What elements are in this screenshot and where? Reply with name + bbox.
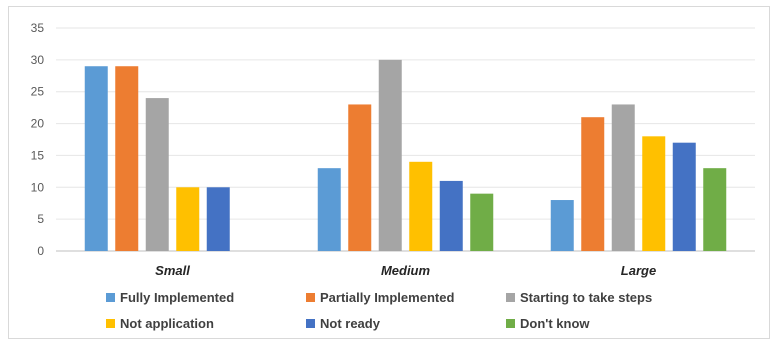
y-axis-ticks: 0 5 10 15 20 25 30 35 — [31, 21, 45, 258]
legend-label: Partially Implemented — [320, 290, 454, 305]
legend-label: Not application — [120, 316, 214, 331]
y-tick-label: 5 — [37, 212, 44, 226]
bar-fully-implemented-small — [84, 66, 108, 251]
legend: Fully Implemented Partially Implemented St… — [106, 290, 652, 331]
y-tick-label: 35 — [31, 21, 45, 35]
bar-not-ready-small — [206, 187, 230, 251]
x-axis-categories: Small Medium Large — [155, 263, 656, 278]
bar-starting-to-take-steps-medium — [378, 59, 402, 251]
x-category-label: Medium — [381, 263, 431, 278]
bar-partially-implemented-large — [581, 117, 605, 251]
y-tick-label: 30 — [31, 53, 45, 67]
bar-not-application-small — [176, 187, 200, 251]
gridlines — [56, 27, 755, 252]
bar-partially-implemented-small — [115, 66, 139, 251]
bar-partially-implemented-medium — [348, 104, 372, 251]
x-category-label: Large — [621, 263, 656, 278]
legend-label: Starting to take steps — [520, 290, 652, 305]
legend-swatch — [506, 319, 515, 328]
legend-label: Not ready — [320, 316, 381, 331]
legend-label: Fully Implemented — [120, 290, 234, 305]
y-tick-label: 10 — [31, 180, 45, 194]
y-tick-label: 0 — [37, 244, 44, 258]
bar-not-application-large — [642, 136, 666, 251]
legend-label: Don't know — [520, 316, 590, 331]
bar-not-ready-medium — [439, 180, 463, 251]
legend-swatch — [306, 293, 315, 302]
bar-starting-to-take-steps-small — [145, 98, 169, 251]
bar-not-ready-large — [672, 142, 696, 251]
y-tick-label: 15 — [31, 148, 45, 162]
bar-starting-to-take-steps-large — [611, 104, 635, 251]
legend-swatch — [106, 293, 115, 302]
bars — [84, 59, 727, 251]
bar-don-t-know-medium — [470, 193, 494, 251]
legend-swatch — [106, 319, 115, 328]
legend-swatch — [306, 319, 315, 328]
y-tick-label: 20 — [31, 117, 45, 131]
legend-swatch — [506, 293, 515, 302]
bar-fully-implemented-large — [550, 200, 574, 251]
x-category-label: Small — [155, 263, 190, 278]
bar-fully-implemented-medium — [317, 168, 341, 251]
bar-not-application-medium — [409, 161, 433, 251]
y-tick-label: 25 — [31, 85, 45, 99]
bar-don-t-know-large — [703, 168, 727, 251]
